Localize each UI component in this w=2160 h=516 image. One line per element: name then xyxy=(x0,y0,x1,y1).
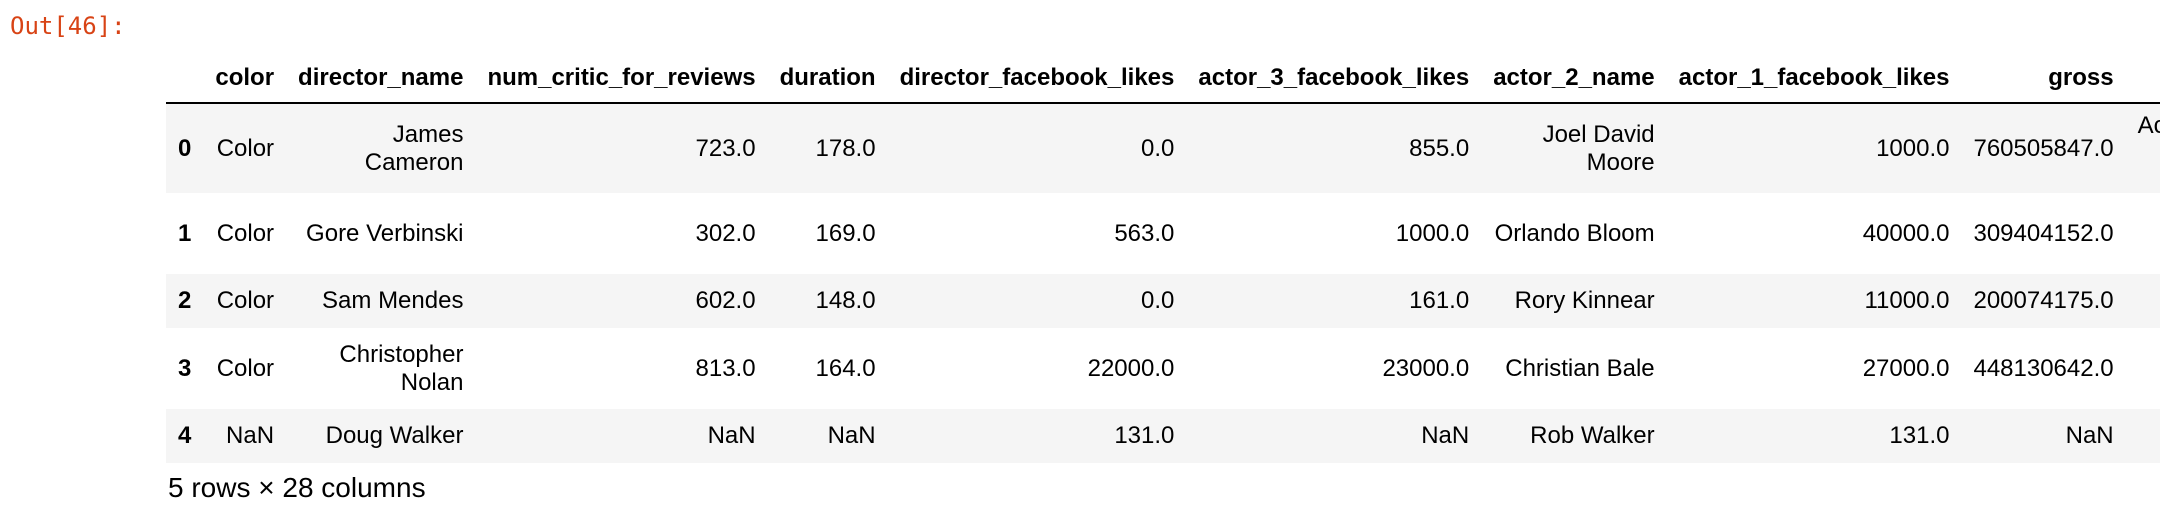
column-header-actor-3-facebook-likes: actor_3_facebook_likes xyxy=(1198,64,1470,91)
row-index: 1 xyxy=(178,219,192,247)
table-cell: 161.0 xyxy=(1409,287,1470,314)
table-cell: 723.0 xyxy=(695,134,756,162)
table-cell: Christian Bale xyxy=(1505,354,1655,382)
table-cell: Joel David Moore xyxy=(1542,120,1655,176)
table-cell: 448130642.0 xyxy=(1973,354,2114,382)
table-cell-truncated: Ac xyxy=(2137,112,2160,139)
table-shape-summary: 5 rows × 28 columns xyxy=(168,472,426,503)
row-index: 2 xyxy=(178,287,192,314)
table-cell: 11000.0 xyxy=(1864,287,1950,314)
row-index: 4 xyxy=(178,422,192,449)
column-header-duration: duration xyxy=(779,64,876,91)
table-cell: Doug Walker xyxy=(325,422,464,449)
table-cell xyxy=(2126,193,2160,274)
table-cell: 131.0 xyxy=(1114,422,1175,449)
table-cell: NaN xyxy=(2065,422,2114,449)
column-header-num-critic-for-reviews: num_critic_for_reviews xyxy=(487,64,756,91)
table-cell xyxy=(2126,274,2160,328)
table-cell: Color xyxy=(216,287,275,314)
table-cell: 178.0 xyxy=(815,134,876,162)
table-cell: 602.0 xyxy=(695,287,756,314)
table-cell: Color xyxy=(216,219,275,247)
table-cell: Orlando Bloom xyxy=(1494,219,1655,247)
table-cell: 302.0 xyxy=(695,219,756,247)
column-header-truncated xyxy=(2126,38,2160,103)
table-cell: 164.0 xyxy=(815,354,876,382)
table-cell: 0.0 xyxy=(1141,134,1175,162)
table-cell: 40000.0 xyxy=(1862,219,1950,247)
table-cell: 1000.0 xyxy=(1876,134,1950,162)
table-cell: Sam Mendes xyxy=(322,287,464,314)
column-header-actor-2-name: actor_2_name xyxy=(1493,64,1655,91)
row-index: 0 xyxy=(178,134,192,162)
table-cell: Rory Kinnear xyxy=(1514,287,1655,314)
table-cell: Christopher Nolan xyxy=(339,340,464,396)
table-row: 2 Color Sam Mendes 602.0 148.0 0.0 161.0… xyxy=(166,274,2160,328)
column-header-color: color xyxy=(215,64,275,91)
table-header-row: color director_name num_critic_for_revie… xyxy=(166,38,2160,103)
table-cell: 27000.0 xyxy=(1862,354,1950,382)
table-cell: 0.0 xyxy=(1141,287,1175,314)
column-header-director-name: director_name xyxy=(298,64,464,91)
dataframe-table: color director_name num_critic_for_revie… xyxy=(166,38,2160,463)
table-cell xyxy=(2126,409,2160,463)
output-prompt: Out[46]: xyxy=(10,12,126,40)
table-cell: NaN xyxy=(827,422,876,449)
table-cell: Color xyxy=(216,354,275,382)
row-index: 3 xyxy=(178,354,192,382)
table-cell: 169.0 xyxy=(815,219,876,247)
index-header xyxy=(166,38,203,103)
table-cell xyxy=(2126,328,2160,409)
table-row: 0 Color James Cameron 723.0 178.0 0.0 85… xyxy=(166,103,2160,193)
table-cell: NaN xyxy=(1421,422,1470,449)
table-cell: James Cameron xyxy=(364,120,464,176)
table-cell: 148.0 xyxy=(815,287,876,314)
table-cell: 760505847.0 xyxy=(1973,134,2114,162)
column-header-gross: gross xyxy=(2048,64,2114,91)
table-cell: Rob Walker xyxy=(1530,422,1655,449)
table-cell: 22000.0 xyxy=(1087,354,1175,382)
table-cell: 855.0 xyxy=(1409,134,1470,162)
table-cell: 131.0 xyxy=(1889,422,1950,449)
table-cell: 563.0 xyxy=(1114,219,1175,247)
column-header-actor-1-facebook-likes: actor_1_facebook_likes xyxy=(1678,64,1950,91)
table-row: 4 NaN Doug Walker NaN NaN 131.0 NaN Rob … xyxy=(166,409,2160,463)
table-cell: 1000.0 xyxy=(1395,219,1470,247)
column-header-director-facebook-likes: director_facebook_likes xyxy=(899,64,1175,91)
table-cell: 200074175.0 xyxy=(1973,287,2114,314)
table-cell: 309404152.0 xyxy=(1973,219,2114,247)
table-cell: NaN xyxy=(707,422,756,449)
table-cell: 813.0 xyxy=(695,354,756,382)
dataframe-output: color director_name num_critic_for_revie… xyxy=(166,38,2160,463)
table-cell: Color xyxy=(216,134,275,162)
table-cell: 23000.0 xyxy=(1382,354,1470,382)
table-cell: NaN xyxy=(226,422,275,449)
table-row: 1 Color Gore Verbinski 302.0 169.0 563.0… xyxy=(166,193,2160,274)
table-cell: Gore Verbinski xyxy=(306,219,464,247)
table-row: 3 Color Christopher Nolan 813.0 164.0 22… xyxy=(166,328,2160,409)
